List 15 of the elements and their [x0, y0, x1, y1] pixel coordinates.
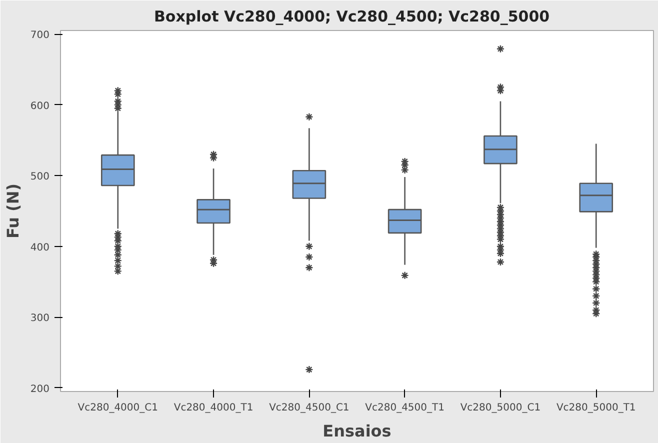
x-tick-label: Vc280_4000_T1 [174, 402, 254, 414]
x-tick-label: Vc280_4000_C1 [78, 402, 158, 414]
x-tick-label: Vc280_4500_C1 [269, 402, 350, 414]
y-tick-label: 300 [30, 313, 50, 324]
x-tick-label: Vc280_5000_T1 [556, 402, 636, 414]
x-tick-label: Vc280_5000_C1 [460, 402, 541, 414]
y-tick-label: 400 [30, 242, 50, 254]
y-tick-label: 200 [30, 384, 50, 395]
y-tick-label: 600 [30, 100, 50, 112]
y-axis-title: Fu (N) [3, 183, 22, 239]
x-axis-title: Ensaios [322, 422, 392, 440]
chart-title: Boxplot Vc280_4000; Vc280_4500; Vc280_5000 [154, 8, 550, 26]
y-tick-label: 700 [30, 30, 50, 42]
y-tick-label: 500 [30, 172, 50, 183]
x-tick-label: Vc280_4500_T1 [365, 402, 445, 414]
